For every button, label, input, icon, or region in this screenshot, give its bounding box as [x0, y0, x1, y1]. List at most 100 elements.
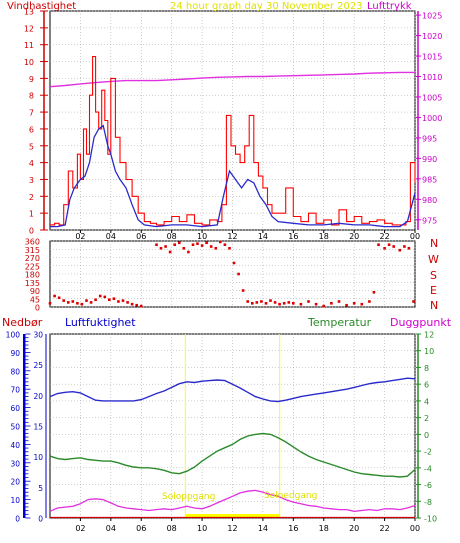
wind-x-label-5: 12 — [227, 232, 237, 241]
direction-point-29 — [191, 243, 195, 246]
direction-point-15 — [117, 300, 120, 303]
direction-point-68 — [403, 245, 406, 248]
pressure-tick-label-3: 990 — [422, 155, 437, 164]
direction-point-22 — [159, 247, 163, 250]
direction-point-13 — [108, 298, 111, 301]
direction-point-27 — [182, 247, 186, 250]
direction-point-39 — [237, 272, 240, 276]
direction-point-42 — [251, 302, 254, 305]
direction-point-19 — [135, 303, 138, 307]
direction-point-50 — [287, 301, 291, 304]
bottom-x-label-3: 08 — [167, 524, 177, 533]
rain-tick-label-9: 90 — [10, 349, 20, 358]
direction-point-49 — [282, 302, 286, 305]
humidity-line — [49, 377, 416, 403]
direction-point-52 — [299, 302, 303, 306]
pressure-tick-label-2: 985 — [422, 175, 437, 184]
bottom-x-label-7: 16 — [288, 524, 298, 533]
wind-x-label-9: 20 — [349, 232, 359, 241]
direction-point-32 — [205, 241, 208, 245]
temp-tick-label-9: 8 — [424, 364, 429, 373]
wind-tick-label-12: 12 — [24, 24, 34, 33]
wind-avg-line — [50, 124, 416, 228]
pressure-tick-label-4: 995 — [422, 134, 437, 143]
humidity-tick-label-1: 5 — [38, 484, 43, 493]
direction-point-63 — [377, 243, 380, 246]
wind-x-label-11: 00 — [410, 232, 420, 241]
direction-point-43 — [255, 301, 259, 304]
direction-point-10 — [94, 298, 97, 301]
wind-x-label-0: 02 — [75, 232, 85, 241]
rain-tick-label-7: 70 — [10, 386, 20, 395]
direction-point-28 — [187, 250, 190, 254]
direction-point-62 — [372, 291, 376, 294]
compass-label-e: E — [430, 284, 437, 297]
dir-tick-label-0: 0 — [35, 304, 40, 313]
pressure-tick-label-9: 1020 — [422, 32, 442, 41]
wind-tick-label-1: 1 — [29, 210, 34, 219]
rain-tick-label-3: 30 — [10, 459, 20, 468]
direction-point-7 — [80, 302, 84, 306]
wind-tick-label-5: 5 — [29, 142, 34, 151]
direction-point-4 — [67, 301, 70, 304]
dir-tick-label-2: 90 — [30, 287, 40, 296]
direction-point-57 — [337, 300, 341, 303]
sunrise-label: Soloppgang — [162, 492, 215, 502]
humidity-tick-label-0: 0 — [38, 515, 43, 524]
direction-point-31 — [200, 244, 204, 247]
rain-axis-bar — [23, 334, 26, 518]
wind-x-label-7: 16 — [288, 232, 298, 241]
direction-point-26 — [178, 241, 181, 245]
direction-point-60 — [360, 302, 364, 306]
dir-tick-label-7: 315 — [25, 246, 40, 255]
temp-tick-label-6: 2 — [424, 414, 429, 423]
direction-point-37 — [228, 247, 231, 250]
temp-tick-label-11: 12 — [424, 331, 434, 340]
chart-date-title: 24 hour graph day 30 November 2023 — [170, 1, 363, 12]
direction-point-17 — [126, 301, 129, 304]
rain-tick-label-1: 10 — [10, 496, 20, 505]
direction-point-44 — [260, 300, 263, 303]
temp-tick-label-0: -10 — [424, 515, 437, 524]
direction-point-23 — [164, 245, 167, 248]
sunset-label: Solnedgang — [264, 491, 317, 501]
compass-label-s: S — [430, 269, 437, 282]
humidity-tick-label-6: 30 — [33, 331, 43, 340]
wind-x-label-8: 18 — [319, 232, 329, 241]
bottom-x-label-10: 22 — [379, 524, 389, 533]
direction-point-24 — [168, 250, 172, 254]
bottom-x-label-6: 14 — [258, 524, 268, 533]
dir-tick-label-3: 135 — [25, 279, 40, 288]
humidity-title: Luftfuktighet — [65, 316, 136, 329]
wind-x-label-3: 08 — [167, 232, 177, 241]
compass-label-n-bottom: N — [430, 299, 438, 312]
temp-tick-label-5: 0 — [424, 431, 429, 440]
direction-point-35 — [219, 240, 222, 244]
direction-point-30 — [196, 242, 199, 245]
humidity-tick-label-5: 25 — [33, 361, 43, 370]
series-layer — [48, 55, 416, 519]
wind-x-label-1: 04 — [106, 232, 116, 241]
rain-tick-label-4: 40 — [10, 441, 20, 450]
direction-point-2 — [57, 296, 61, 300]
wind-x-label-10: 22 — [379, 232, 389, 241]
direction-point-66 — [392, 245, 395, 248]
pressure-tick-label-5: 1000 — [422, 114, 442, 123]
temp-tick-label-2: -6 — [424, 481, 432, 490]
pressure-tick-label-7: 1010 — [422, 73, 442, 82]
direction-point-38 — [232, 261, 236, 265]
direction-point-18 — [130, 302, 134, 306]
direction-point-55 — [322, 304, 325, 308]
bottom-x-label-5: 12 — [227, 524, 237, 533]
bottom-x-label-0: 02 — [75, 524, 85, 533]
pressure-tick-label-8: 1015 — [422, 53, 442, 62]
direction-point-64 — [383, 247, 386, 250]
wind-tick-label-2: 2 — [29, 193, 34, 202]
direction-point-46 — [269, 299, 272, 302]
wind-x-label-4: 10 — [197, 232, 207, 241]
bottom-x-label-11: 00 — [410, 524, 420, 533]
direction-point-51 — [292, 302, 295, 305]
direction-point-67 — [398, 248, 402, 252]
pressure-tick-label-1: 980 — [422, 196, 437, 205]
